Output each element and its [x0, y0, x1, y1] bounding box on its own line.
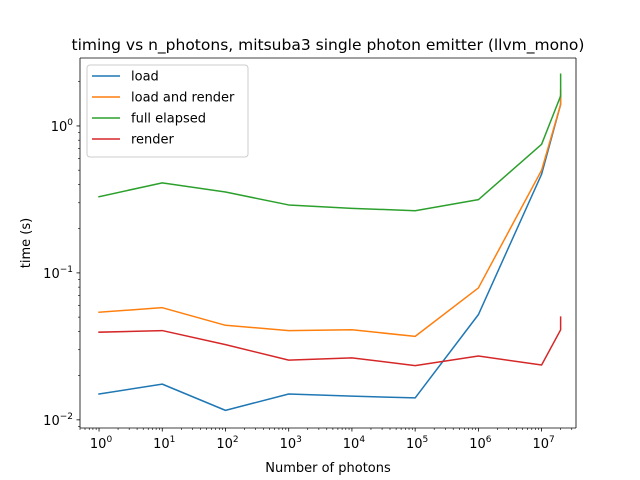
x-tick-label-7: 107 [532, 435, 554, 452]
y-tick-label-2: 100 [51, 118, 74, 135]
chart-title: timing vs n_photons, mitsuba3 single pho… [72, 36, 585, 55]
y-tick-label-1: 10−1 [43, 265, 73, 282]
legend-label-1: load and render [131, 91, 235, 106]
x-tick-label-4: 104 [343, 435, 366, 452]
legend-label-2: full elapsed [131, 112, 206, 127]
x-tick-label-3: 103 [280, 435, 302, 452]
series-line-1 [98, 89, 562, 338]
x-tick-label-1: 101 [153, 435, 175, 452]
x-tick-label-2: 102 [216, 435, 238, 452]
x-tick-label-6: 106 [469, 435, 492, 452]
series-layer [98, 73, 562, 412]
plot-frame [79, 57, 577, 429]
x-axis-title: Number of photons [265, 461, 391, 476]
ticks-layer: 100 101 102 103 104 105 106 107 10−2 10−1 100 [43, 81, 573, 452]
legend-label-3: render [131, 133, 175, 148]
x-tick-label-0: 100 [90, 435, 113, 452]
y-tick-label-0: 10−2 [43, 412, 73, 429]
series-line-3 [98, 316, 562, 367]
x-tick-label-5: 105 [406, 435, 428, 452]
legend-label-0: load [131, 70, 159, 85]
legend: load load and render full elapsed render [86, 64, 249, 158]
series-line-2 [98, 73, 562, 212]
legend-box [86, 64, 249, 158]
y-axis-title: time (s) [19, 218, 34, 268]
